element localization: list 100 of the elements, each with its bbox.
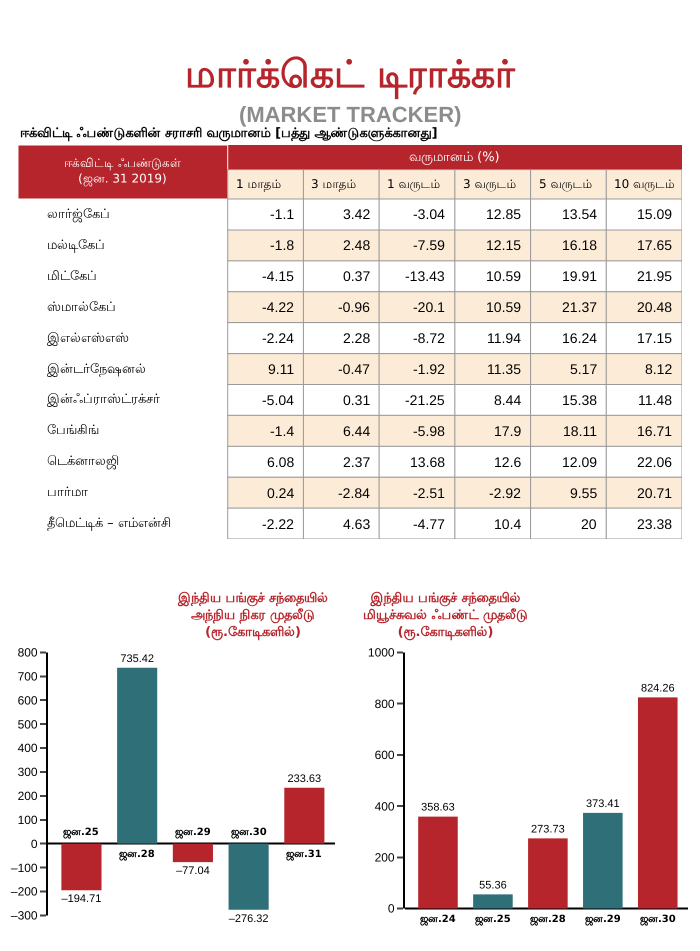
x-tick-label: ஜன.24 <box>420 914 456 926</box>
chart-title: மார்க்கெட் டிராக்கர் <box>185 52 516 99</box>
data-label: 20 <box>581 516 597 532</box>
data-label: 11.94 <box>487 330 522 346</box>
data-label: 0.37 <box>343 268 370 284</box>
y-tick-label: டெக்னாலஜி <box>47 454 119 469</box>
data-label: 21.37 <box>562 299 598 315</box>
y-tick-label: –200 <box>10 884 38 899</box>
data-label: -1.8 <box>270 237 294 253</box>
data-label: 17.15 <box>637 330 672 346</box>
y-tick-label: மிட்கேப் <box>47 269 97 284</box>
data-label: 11.48 <box>638 392 672 408</box>
data-label: -3.04 <box>413 206 446 222</box>
x-tick-label: ஜன.30 <box>231 827 267 839</box>
data-label: -2.22 <box>262 516 294 532</box>
y-tick-label: பார்மா <box>47 485 88 500</box>
data-label: 15.38 <box>562 392 598 408</box>
x-tick-label: 3 வருடம் <box>463 177 516 192</box>
data-label: 10.59 <box>486 268 522 284</box>
data-label: 55.36 <box>479 879 507 892</box>
y-tick-label: –300 <box>10 908 38 923</box>
y-tick-label: தீமெட்டிக் – எம்என்சி <box>47 516 171 531</box>
y-tick-label: பேங்கிங் <box>47 423 99 438</box>
data-label: 233.63 <box>288 772 322 785</box>
data-label: 17.9 <box>494 423 522 439</box>
data-label: 22.06 <box>637 454 672 470</box>
data-label: 18.11 <box>563 423 598 439</box>
y-tick-label: இன்ஃப்ராஸ்ட்ரக்சர் <box>47 392 160 407</box>
data-label: 373.41 <box>586 798 620 810</box>
y-tick-label: 100 <box>18 812 38 827</box>
data-label: 2.28 <box>343 330 370 346</box>
x-tick-label: 1 மாதம் <box>236 177 282 191</box>
data-label: 358.63 <box>421 802 455 814</box>
x-tick-label: ஜன.28 <box>530 914 566 926</box>
data-label: 6.44 <box>343 423 370 439</box>
data-label: -4.15 <box>262 268 294 284</box>
data-label: 13.54 <box>562 206 598 222</box>
data-label: -2.84 <box>338 485 370 501</box>
data-label: 16.18 <box>562 237 598 253</box>
data-label: -4.22 <box>262 299 294 315</box>
data-label: 8.44 <box>494 392 522 408</box>
data-label: -2.51 <box>413 485 446 501</box>
y-tick-label: 300 <box>18 765 38 780</box>
data-label: 21.95 <box>637 268 672 284</box>
data-label: 12.15 <box>486 237 522 253</box>
y-tick-label: ஸ்மால்கேப் <box>47 300 116 315</box>
data-label: 0.24 <box>267 485 294 501</box>
data-label: 273.73 <box>531 823 565 836</box>
data-label: 4.63 <box>343 516 370 532</box>
y-tick-label: மல்டிகேப் <box>47 238 105 253</box>
data-label: 10.4 <box>494 516 522 532</box>
data-label: 6.08 <box>267 454 294 470</box>
y-tick-label: 600 <box>18 693 38 708</box>
data-label: 2.37 <box>343 454 370 470</box>
y-tick-label: 800 <box>18 646 38 660</box>
x-tick-label: ஜன.25 <box>63 827 99 839</box>
data-label: 12.09 <box>562 454 598 470</box>
data-label: 2.48 <box>343 237 370 253</box>
data-label: 17.65 <box>637 237 672 253</box>
data-label: -13.43 <box>405 268 445 284</box>
data-label: -0.96 <box>338 299 370 315</box>
y-tick-label: 500 <box>18 717 38 732</box>
data-label: -5.04 <box>262 392 294 408</box>
data-label: -5.98 <box>413 423 446 439</box>
data-label: 15.09 <box>637 206 672 222</box>
data-label: –77.04 <box>176 865 210 878</box>
y-tick-label: லார்ஜ்கேப் <box>47 207 110 222</box>
data-label: -20.1 <box>413 299 446 315</box>
data-label: –194.71 <box>62 893 102 906</box>
data-label: 9.55 <box>570 485 598 501</box>
data-label: 8.12 <box>645 361 672 377</box>
x-tick-label: 3 மாதம் <box>311 177 356 191</box>
data-label: 20.71 <box>637 485 672 501</box>
x-tick-label: 1 வருடம் <box>387 177 440 192</box>
x-tick-label: ஜன.29 <box>585 914 621 926</box>
y-tick-label: 0 <box>30 836 38 851</box>
data-label: 0.31 <box>343 392 370 408</box>
x-tick-label: 5 வருடம் <box>539 177 592 192</box>
chart-title: இந்திய பங்குச் சந்தையில் மியூச்சுவல் ஃபண்ட் முதலீடு (ரூ.கோடிகளில்) <box>363 591 528 640</box>
y-tick-label: 200 <box>18 789 38 804</box>
y-tick-label: 400 <box>374 799 395 814</box>
data-label: -0.47 <box>338 361 370 377</box>
data-label: 16.71 <box>637 423 672 439</box>
data-label: 19.91 <box>562 268 598 284</box>
data-label: -2.92 <box>489 485 522 501</box>
x-tick-label: 10 வருடம் <box>614 177 676 192</box>
x-tick-label: ஜன.30 <box>640 914 676 926</box>
data-label: -1.92 <box>413 361 446 377</box>
data-label: 10.59 <box>486 299 522 315</box>
x-tick-label: ஜன.29 <box>175 827 211 839</box>
data-label: 9.11 <box>268 361 294 377</box>
data-label: 23.38 <box>637 516 672 532</box>
x-tick-label: ஜன.25 <box>475 914 511 926</box>
data-label: 735.42 <box>120 652 154 665</box>
text: ஈக்விட்டி ஃபண்டுகளின் சராசரி வருமானம் [பத்து ஆண்டுகளுக்கானது] <box>20 126 438 142</box>
y-tick-label: 700 <box>18 669 38 684</box>
y-tick-label: 200 <box>374 850 395 864</box>
data-label: 13.68 <box>410 454 446 470</box>
y-tick-label: 400 <box>18 741 38 756</box>
data-label: -1.4 <box>270 423 294 439</box>
